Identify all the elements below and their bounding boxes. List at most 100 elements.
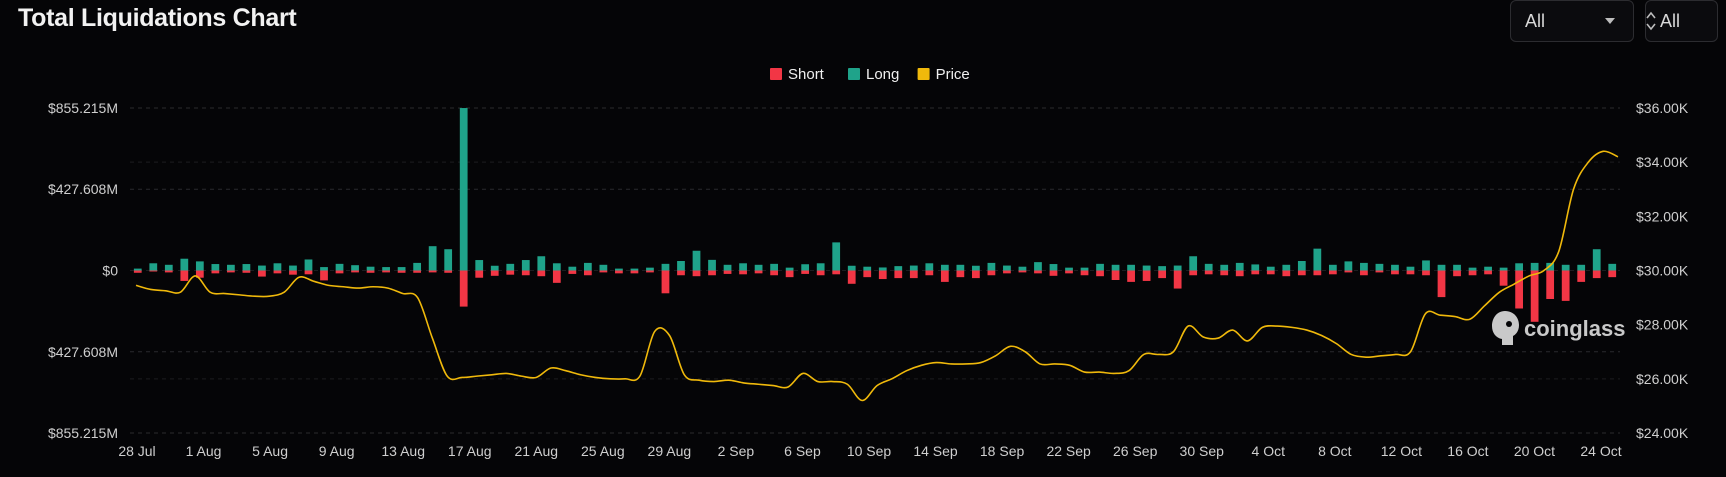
long-bar <box>552 263 561 271</box>
short-bar <box>801 270 810 274</box>
y-left-tick-label: $855.215M <box>48 425 118 441</box>
short-bar <box>568 270 577 274</box>
short-bar <box>1204 270 1213 275</box>
x-tick-label: 16 Oct <box>1447 443 1488 459</box>
page-title: Total Liquidations Chart <box>18 4 297 32</box>
long-bar <box>847 265 856 271</box>
x-tick-label: 4 Oct <box>1252 443 1286 459</box>
short-bar <box>630 270 639 274</box>
long-bar <box>708 259 716 271</box>
x-tick-label: 13 Aug <box>381 443 425 459</box>
short-bar <box>1034 270 1042 274</box>
short-bar <box>1375 270 1384 273</box>
long-bar <box>1328 264 1337 271</box>
legend-swatch <box>848 68 860 80</box>
x-tick-label: 29 Aug <box>648 443 692 459</box>
short-bar <box>1127 270 1135 282</box>
short-bar <box>1018 270 1027 273</box>
short-bar <box>1235 270 1244 277</box>
short-bar <box>444 270 453 273</box>
long-bar <box>739 263 747 271</box>
short-bar <box>242 270 251 273</box>
long-bar <box>1266 266 1275 271</box>
long-bar <box>646 267 654 271</box>
short-bar <box>195 270 204 278</box>
short-bar <box>739 270 747 275</box>
short-bar <box>552 270 561 283</box>
long-bar <box>1608 263 1617 271</box>
short-bar <box>413 270 422 273</box>
y-right-tick-label: $34.00K <box>1636 154 1689 170</box>
short-bar <box>506 270 515 275</box>
short-bar <box>1251 270 1260 275</box>
long-bar <box>972 265 980 271</box>
short-bar <box>615 270 623 274</box>
long-bar <box>1158 266 1167 271</box>
short-bar <box>351 270 359 273</box>
short-bar <box>770 270 778 276</box>
long-bar <box>987 262 996 271</box>
short-bar <box>1065 270 1073 274</box>
x-tick-label: 5 Aug <box>252 443 288 459</box>
long-bar <box>1235 262 1244 271</box>
short-bar <box>521 270 530 276</box>
short-bar <box>1328 270 1337 275</box>
short-bar <box>1111 270 1120 281</box>
short-bar <box>987 270 996 276</box>
x-tick-label: 1 Aug <box>186 443 222 459</box>
short-bar <box>1266 270 1275 275</box>
x-tick-label: 9 Aug <box>319 443 355 459</box>
long-bar <box>1142 265 1151 271</box>
long-bar <box>583 262 592 271</box>
y-left-tick-label: $427.608M <box>48 344 118 360</box>
short-bar <box>1391 270 1399 275</box>
coinglass-logo-icon <box>1492 311 1519 345</box>
long-bar <box>428 246 437 271</box>
y-left-tick-label: $427.608M <box>48 181 118 197</box>
long-bar <box>1111 264 1120 271</box>
short-bar <box>211 270 220 274</box>
long-bar <box>227 264 235 271</box>
long-bar <box>1049 264 1058 271</box>
short-bar <box>1096 270 1104 277</box>
short-bar <box>475 270 484 278</box>
long-bar <box>320 267 328 271</box>
y-right-tick-label: $30.00K <box>1636 263 1689 279</box>
long-bar <box>304 259 313 271</box>
y-axis-left: $855.215M $427.608M $0 $427.608M $855.215M <box>48 100 118 441</box>
long-bar <box>1360 262 1368 271</box>
exchange-select[interactable]: All <box>1645 0 1718 42</box>
short-bar <box>289 270 297 275</box>
short-bar <box>956 270 965 278</box>
long-bar <box>351 265 359 271</box>
x-tick-label: 30 Sep <box>1180 443 1225 459</box>
short-bar <box>925 270 934 276</box>
short-bar <box>537 270 546 277</box>
short-bar <box>1546 270 1555 300</box>
legend-item: Long <box>848 66 899 83</box>
long-bar <box>1577 264 1586 271</box>
long-bar <box>770 263 778 271</box>
legend: Short Long Price <box>770 66 970 83</box>
short-bar <box>397 270 406 273</box>
long-bar <box>149 263 158 271</box>
long-bar <box>1515 263 1523 271</box>
short-bar <box>847 270 856 284</box>
x-tick-label: 6 Sep <box>784 443 821 459</box>
long-bar <box>925 263 934 271</box>
short-bar <box>1453 270 1461 277</box>
long-bar <box>677 260 685 271</box>
chevron-down-icon <box>1605 18 1615 24</box>
long-bar <box>133 268 142 271</box>
short-bar <box>1173 270 1182 289</box>
long-bar <box>366 266 375 271</box>
coin-select[interactable]: All <box>1510 0 1634 42</box>
long-bar <box>1313 248 1322 271</box>
short-bar <box>1592 270 1601 279</box>
short-bar <box>459 270 468 307</box>
long-bar <box>894 266 903 271</box>
long-bar <box>1499 267 1508 271</box>
long-bar <box>1530 262 1539 271</box>
short-bar <box>1282 270 1291 277</box>
long-bar <box>661 263 670 271</box>
